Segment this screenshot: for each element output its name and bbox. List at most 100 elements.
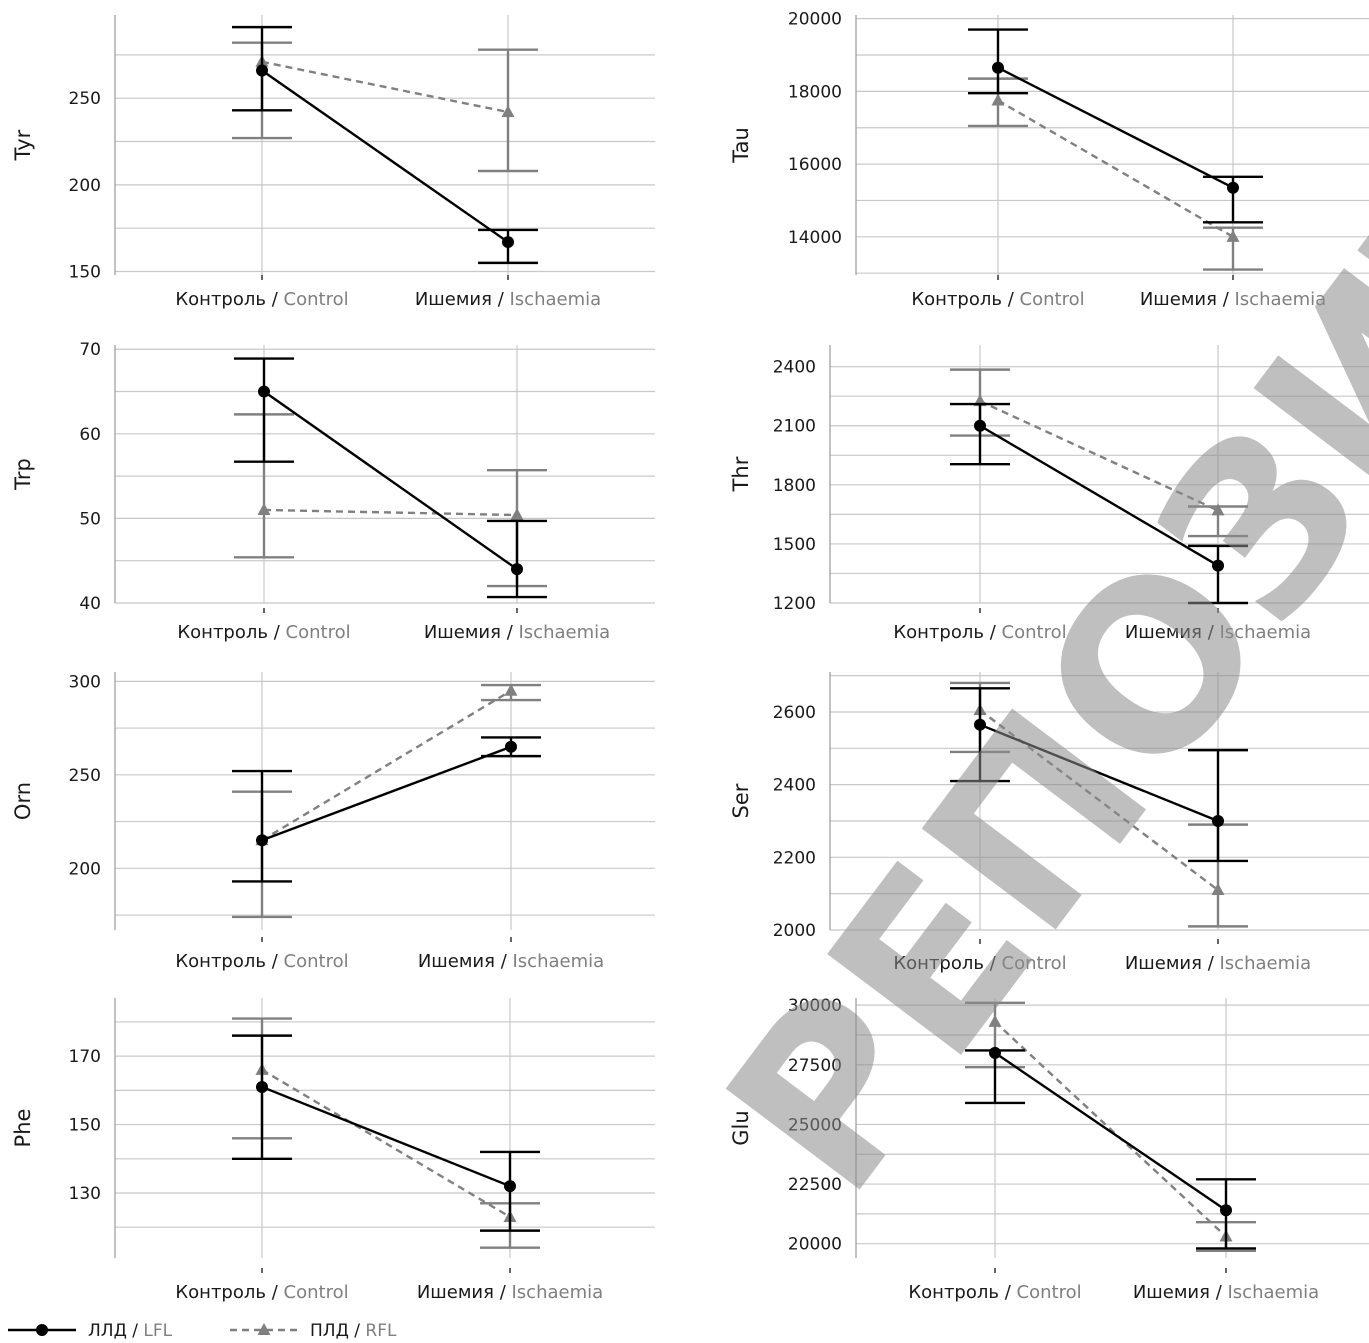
- x-tick-label: Контроль / Control: [177, 622, 350, 643]
- series-line: [261, 689, 512, 842]
- series-lfl: [968, 28, 1263, 224]
- y-tick-label: 27500: [788, 1056, 842, 1076]
- legend-label-en: RFL: [365, 1321, 397, 1341]
- legend-label-en: LFL: [143, 1321, 172, 1341]
- series-line: [261, 745, 512, 842]
- category-ru: Контроль: [893, 622, 984, 643]
- data-point: [501, 105, 515, 118]
- y-tick-label: 1200: [773, 594, 816, 614]
- data-point: [1212, 559, 1224, 572]
- y-tick-label: 130: [69, 1184, 101, 1204]
- y-tick-label: 2400: [773, 358, 816, 378]
- data-point: [992, 61, 1004, 74]
- chart-panels: 150 200 250 Tyr Контроль / Control Ишемия / I…: [11, 10, 1369, 1303]
- category-en: Control: [1017, 1282, 1082, 1303]
- x-tick-label: Ишемия / Ischaemia: [1133, 1282, 1319, 1303]
- data-point: [974, 718, 986, 731]
- category-sep: /: [1217, 289, 1235, 310]
- series-lfl: [232, 25, 538, 265]
- series-lfl: [232, 1034, 540, 1232]
- series-line: [261, 1085, 511, 1188]
- panel-thr: 1200 1500 1800 2100 2400 Thr Контроль / Contro…: [729, 345, 1369, 643]
- y-tick-label: 200: [69, 859, 101, 879]
- category-ru: Контроль: [893, 953, 984, 974]
- panel-phe: 130 150 170 Phe Контроль / Control Ишемия / I…: [11, 998, 655, 1303]
- series-rfl: [232, 41, 538, 173]
- data-point: [256, 834, 268, 847]
- x-tick-label: Контроль / Control: [175, 1282, 348, 1303]
- category-en: Ischaemia: [509, 289, 601, 310]
- category-en: Ischaemia: [518, 622, 610, 643]
- y-tick-label: 150: [69, 263, 101, 283]
- x-tick-label: Ишемия / Ischaemia: [1140, 289, 1326, 310]
- x-tick-label: Ишемия / Ischaemia: [1125, 953, 1311, 974]
- y-axis-label: Ser: [729, 783, 753, 818]
- data-point: [1220, 1204, 1232, 1217]
- series-line: [261, 60, 509, 114]
- y-tick-label: 22500: [788, 1175, 842, 1195]
- data-point: [258, 385, 270, 398]
- y-tick-label: 250: [69, 89, 101, 109]
- data-point: [1211, 503, 1225, 516]
- x-tick-label: Контроль / Control: [893, 622, 1066, 643]
- y-tick-label: 2100: [773, 417, 816, 437]
- y-tick-label: 2200: [773, 848, 816, 868]
- y-tick-label: 40: [79, 594, 101, 614]
- category-sep: /: [495, 951, 513, 972]
- y-tick-label: 300: [69, 672, 101, 692]
- legend-label-ru: ПЛД: [310, 1321, 349, 1341]
- data-point: [257, 502, 271, 515]
- category-sep: /: [984, 953, 1002, 974]
- category-en: Ischaemia: [1234, 289, 1326, 310]
- legend-marker: [257, 1323, 271, 1335]
- category-sep: /: [1210, 1282, 1228, 1303]
- category-ru: Ишемия: [1125, 953, 1202, 974]
- x-tick-label: Контроль / Control: [908, 1282, 1081, 1303]
- panel-tyr: 150 200 250 Tyr Контроль / Control Ишемия / I…: [11, 15, 655, 310]
- legend-label-ru: ЛЛД: [88, 1321, 127, 1341]
- panel-ser: 2000 2200 2400 2600 Ser Контроль / Control Ише…: [729, 672, 1369, 974]
- data-point: [988, 1014, 1002, 1027]
- category-sep: /: [1202, 953, 1220, 974]
- y-axis-label: Orn: [11, 782, 35, 820]
- legend-label: ПЛД / RFL: [310, 1321, 397, 1341]
- y-tick-label: 25000: [788, 1115, 842, 1135]
- y-tick-label: 2400: [773, 776, 816, 796]
- y-tick-label: 30000: [788, 996, 842, 1016]
- x-tick-label: Ишемия / Ischaemia: [418, 951, 604, 972]
- category-en: Ischaemia: [1219, 622, 1311, 643]
- category-en: Control: [286, 622, 351, 643]
- y-tick-label: 60: [79, 425, 101, 445]
- category-sep: /: [266, 1282, 284, 1303]
- y-tick-label: 200: [69, 176, 101, 196]
- grid: [856, 998, 1369, 1258]
- category-ru: Ишемия: [418, 951, 495, 972]
- category-en: Control: [284, 289, 349, 310]
- category-en: Ischaemia: [1227, 1282, 1319, 1303]
- series-lfl: [232, 736, 541, 883]
- category-sep: /: [492, 289, 510, 310]
- data-point: [256, 64, 268, 77]
- category-sep: /: [494, 1282, 512, 1303]
- y-tick-label: 16000: [788, 155, 842, 175]
- category-en: Ischaemia: [512, 951, 604, 972]
- category-sep: /: [1002, 289, 1020, 310]
- x-tick-label: Контроль / Control: [175, 289, 348, 310]
- series-line: [263, 508, 518, 517]
- category-ru: Контроль: [175, 1282, 266, 1303]
- x-tick-label: Ишемия / Ischaemia: [1125, 622, 1311, 643]
- series-rfl: [232, 1017, 540, 1249]
- y-tick-label: 20000: [788, 1235, 842, 1255]
- category-ru: Ишемия: [415, 289, 492, 310]
- category-sep: /: [266, 289, 284, 310]
- y-axis-label: Phe: [11, 1109, 35, 1148]
- category-en: Control: [1002, 622, 1067, 643]
- series-line: [979, 723, 1219, 823]
- grid: [115, 15, 655, 275]
- x-tick-label: Ишемия / Ischaemia: [417, 1282, 603, 1303]
- legend: ЛЛД / LFL ПЛД / RFL: [8, 1321, 397, 1341]
- category-ru: Ишемия: [424, 622, 501, 643]
- y-tick-label: 1500: [773, 535, 816, 555]
- category-en: Ischaemia: [1219, 953, 1311, 974]
